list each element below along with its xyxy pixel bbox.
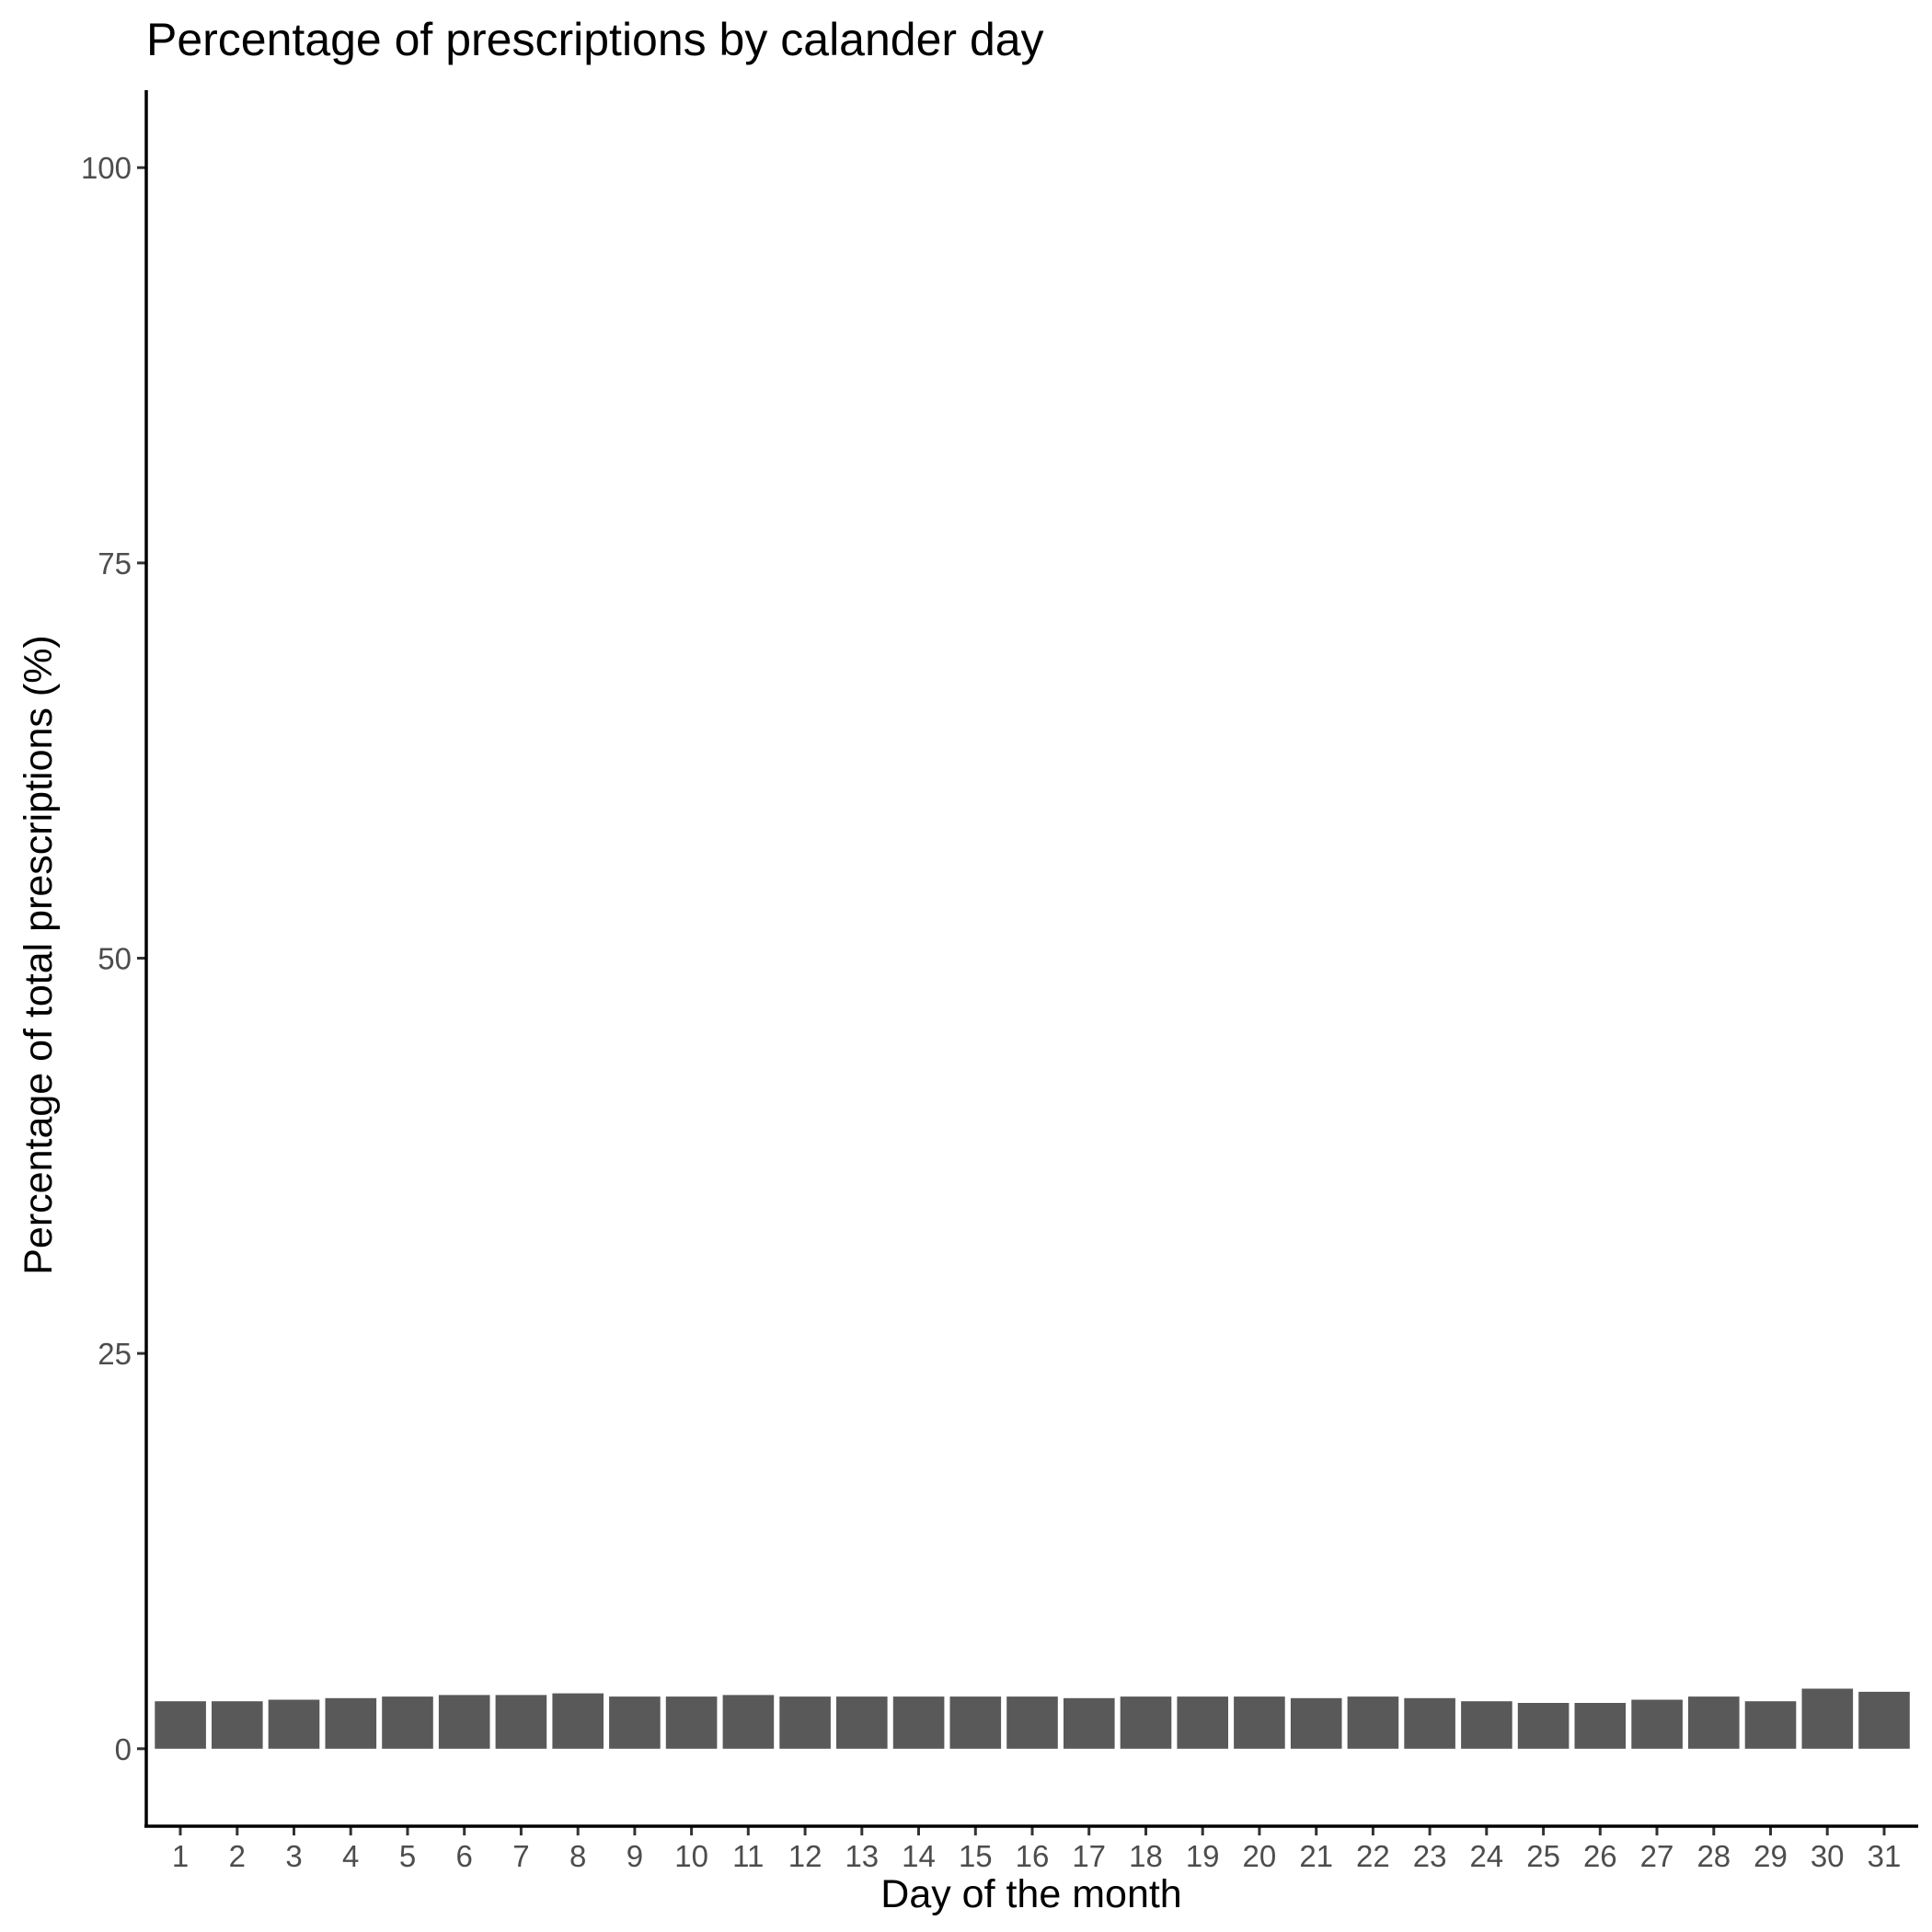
x-tick-label: 5	[399, 1839, 416, 1873]
x-axis-label: Day of the month	[880, 1872, 1181, 1916]
x-tick-label: 24	[1469, 1839, 1503, 1873]
x-tick-label: 22	[1356, 1839, 1390, 1873]
chart-title: Percentage of prescriptions by calander …	[146, 14, 1044, 65]
bar-day-4	[325, 1697, 377, 1749]
bar-day-31	[1858, 1691, 1910, 1749]
bar-day-14	[892, 1696, 945, 1749]
x-tick-label: 14	[902, 1839, 936, 1873]
bar-day-2	[212, 1701, 263, 1749]
x-tick-label: 9	[627, 1839, 643, 1873]
bar-day-16	[1006, 1696, 1058, 1749]
bar-day-25	[1517, 1703, 1570, 1749]
y-tick-label: 50	[98, 942, 132, 976]
y-axis-label: Percentage of total prescriptions (%)	[17, 635, 61, 1275]
x-tick-label: 16	[1016, 1839, 1050, 1873]
x-tick-label: 2	[229, 1839, 246, 1873]
y-tick-label: 75	[98, 546, 132, 581]
bar-day-10	[665, 1696, 718, 1749]
bar-day-21	[1290, 1697, 1342, 1749]
x-tick-label: 7	[512, 1839, 529, 1873]
x-tick-label: 31	[1868, 1839, 1902, 1873]
bar-day-26	[1574, 1703, 1627, 1749]
bars-group	[155, 1688, 1910, 1749]
x-tick-label: 15	[959, 1839, 993, 1873]
x-tick-label: 28	[1696, 1839, 1731, 1873]
y-axis-ticks: 0 25 50 75 100	[81, 151, 146, 1766]
bar-day-22	[1347, 1696, 1399, 1749]
bar-day-27	[1631, 1699, 1683, 1749]
x-tick-label: 8	[569, 1839, 586, 1873]
bar-day-20	[1234, 1696, 1285, 1749]
x-tick-label: 29	[1754, 1839, 1788, 1873]
bar-day-3	[268, 1699, 320, 1749]
x-tick-label: 27	[1640, 1839, 1674, 1873]
x-tick-label: 1	[172, 1839, 189, 1873]
bar-day-11	[722, 1695, 775, 1749]
y-tick-label: 0	[115, 1732, 132, 1766]
bar-day-6	[438, 1695, 490, 1749]
x-tick-label: 12	[788, 1839, 822, 1873]
x-axis-ticks: 1 2 3 4 5 6 7 8 9 10 11 12 13 14 15 16 17 18 19 20 21 22 23 24 2…	[172, 1826, 1902, 1873]
x-tick-label: 26	[1583, 1839, 1617, 1873]
bar-day-7	[495, 1695, 547, 1749]
x-tick-label: 10	[674, 1839, 708, 1873]
bar-day-1	[155, 1701, 206, 1749]
bar-day-24	[1461, 1701, 1512, 1749]
x-tick-label: 25	[1526, 1839, 1560, 1873]
x-tick-label: 19	[1186, 1839, 1220, 1873]
bar-day-18	[1120, 1696, 1172, 1749]
bar-day-17	[1064, 1697, 1115, 1749]
bar-day-13	[836, 1696, 888, 1749]
x-tick-label: 17	[1072, 1839, 1106, 1873]
x-tick-label: 18	[1129, 1839, 1163, 1873]
y-tick-label: 100	[81, 151, 132, 185]
bar-day-30	[1801, 1688, 1854, 1749]
x-tick-label: 30	[1811, 1839, 1845, 1873]
x-tick-label: 23	[1413, 1839, 1447, 1873]
x-tick-label: 6	[456, 1839, 473, 1873]
bar-day-23	[1404, 1697, 1455, 1749]
bar-day-19	[1177, 1696, 1228, 1749]
y-tick-label: 25	[98, 1337, 132, 1371]
bar-day-8	[552, 1693, 604, 1749]
x-tick-label: 4	[342, 1839, 359, 1873]
bar-day-9	[609, 1696, 661, 1749]
bar-day-28	[1688, 1696, 1740, 1749]
x-tick-label: 20	[1243, 1839, 1277, 1873]
x-tick-label: 11	[732, 1839, 764, 1873]
bar-day-15	[949, 1696, 1002, 1749]
bar-day-12	[779, 1696, 831, 1749]
x-tick-label: 13	[845, 1839, 879, 1873]
x-tick-label: 21	[1299, 1839, 1333, 1873]
bar-day-29	[1744, 1701, 1797, 1749]
bar-day-5	[382, 1696, 433, 1749]
x-tick-label: 3	[285, 1839, 302, 1873]
